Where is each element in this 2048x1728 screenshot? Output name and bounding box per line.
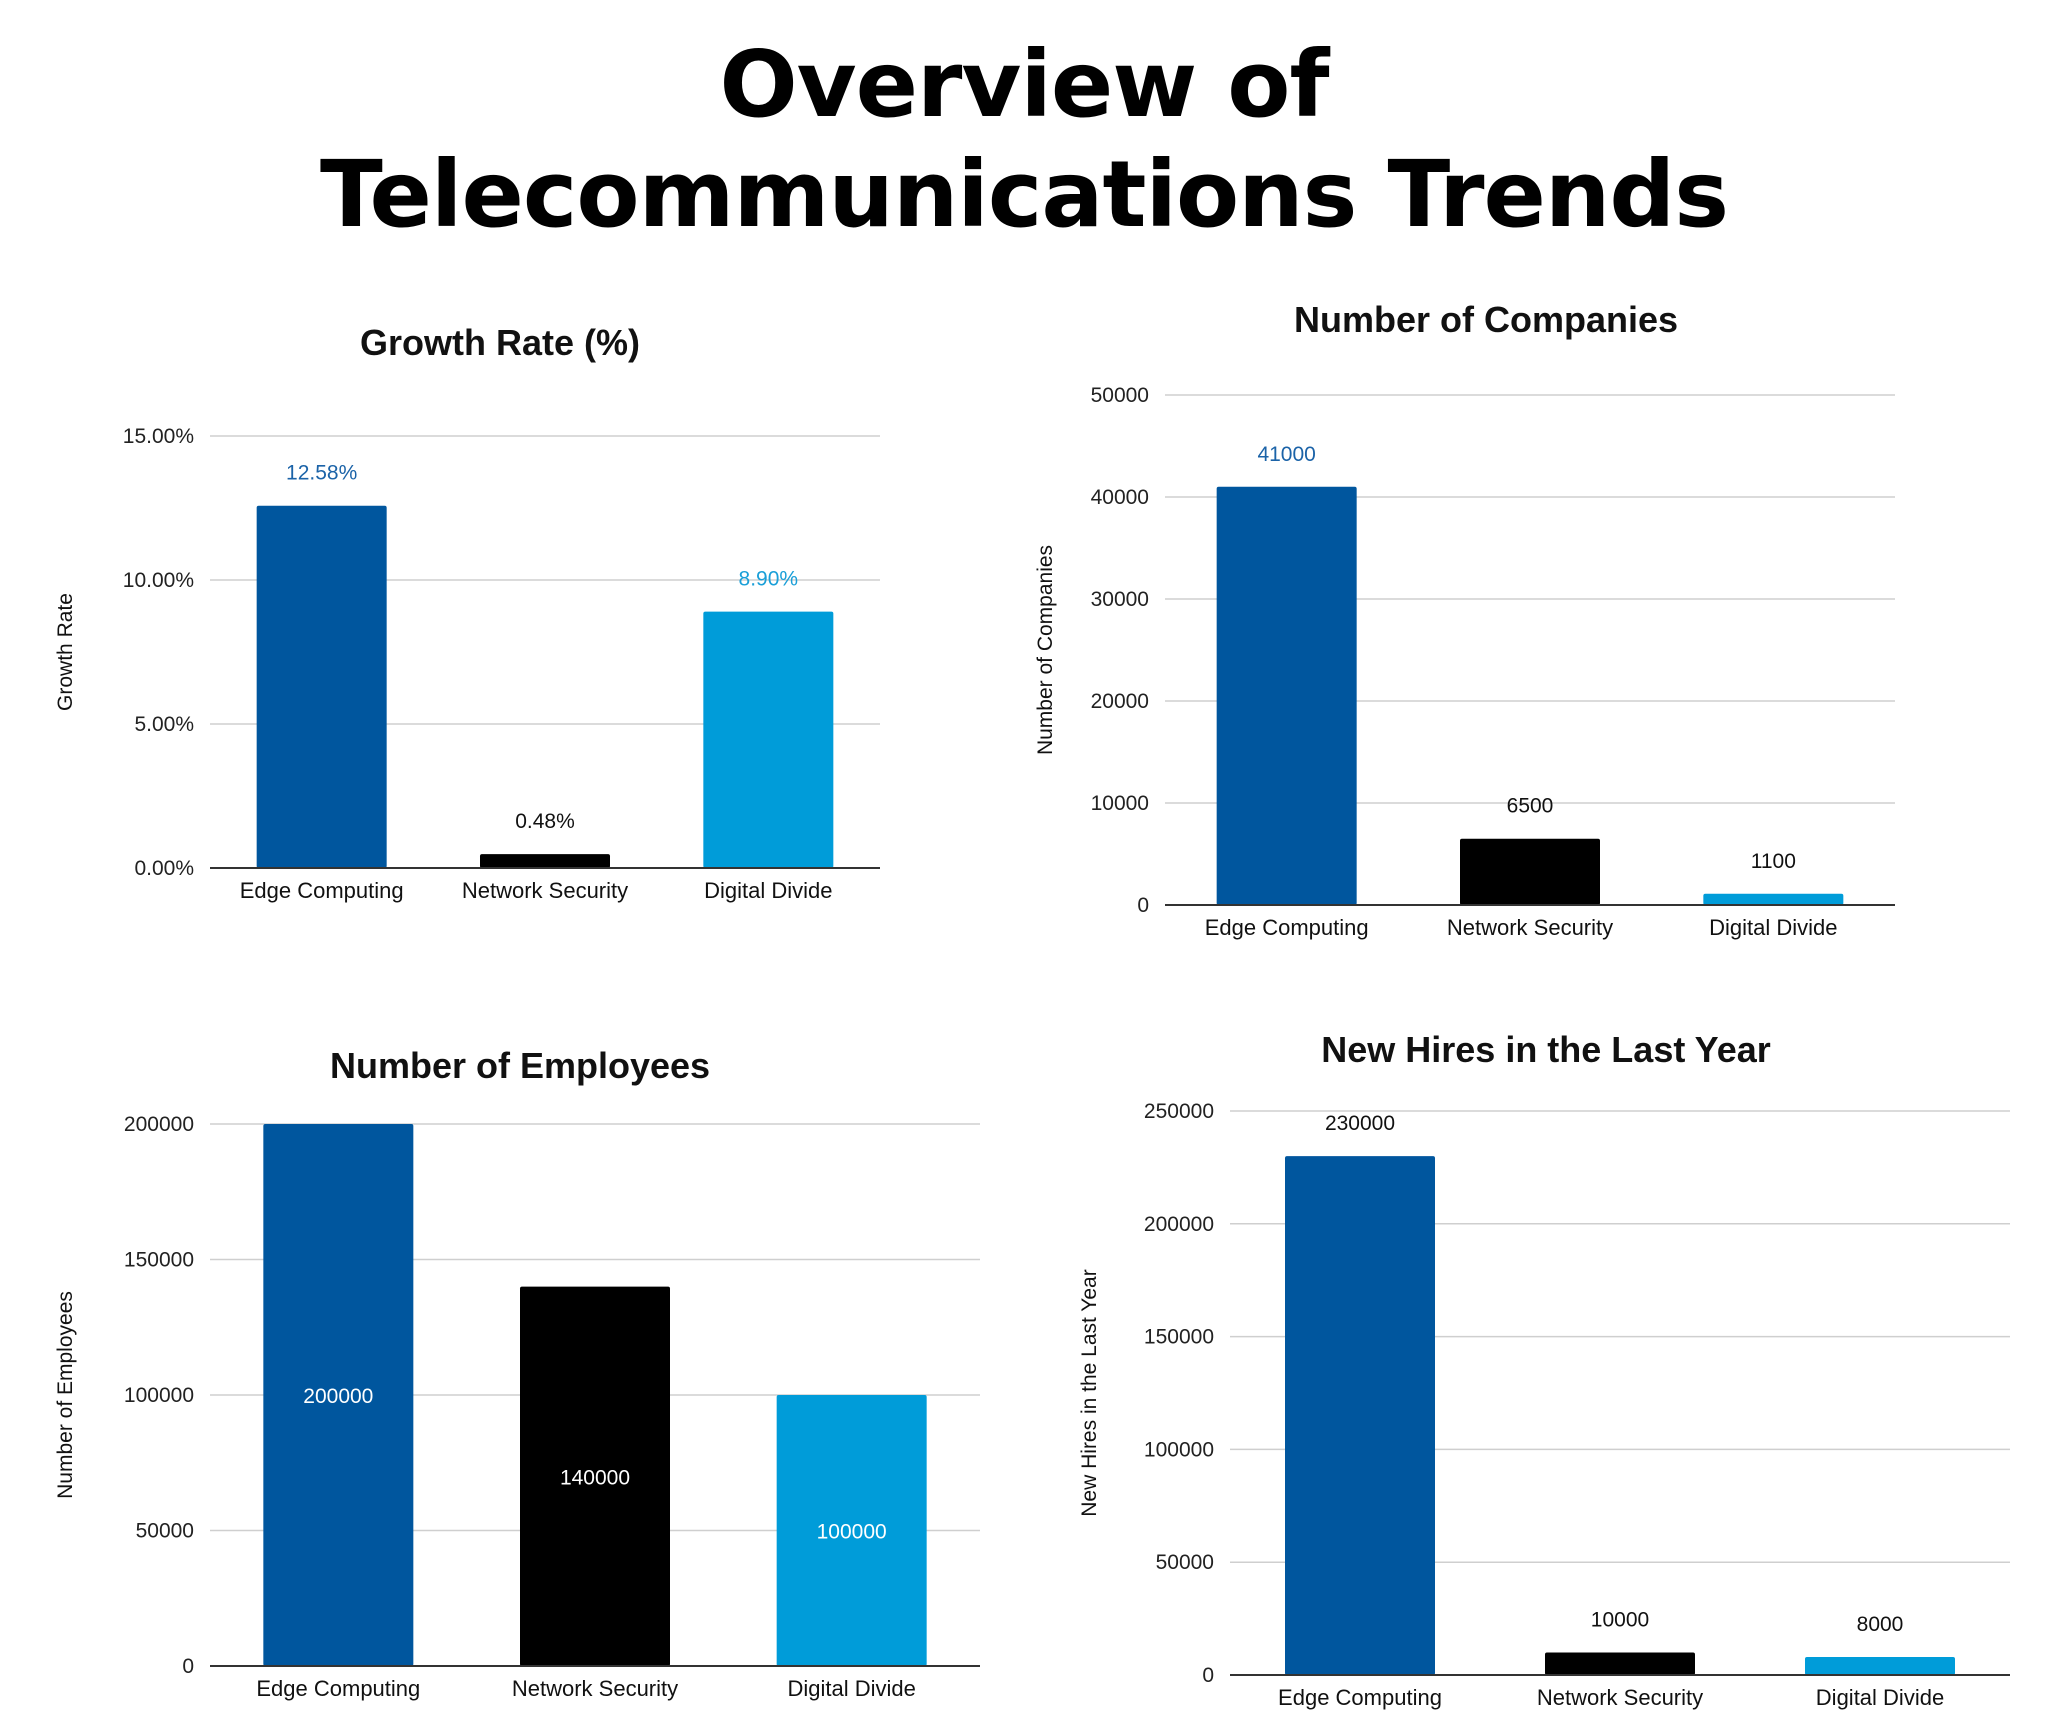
employees-y-tick-label: 200000 <box>124 1113 194 1136</box>
employees-bar-edge <box>263 1124 414 1666</box>
companies-bar-divide <box>1703 893 1844 905</box>
companies-y-tick-label: 30000 <box>1091 588 1149 611</box>
employees-y-tick-label: 50000 <box>136 1520 194 1543</box>
new-hires-data-label-network: 10000 <box>1591 1608 1649 1631</box>
new-hires-chart-title: New Hires in the Last Year <box>1321 1029 1771 1070</box>
employees-x-category-label: Edge Computing <box>256 1676 420 1701</box>
employees-y-tick-label: 150000 <box>124 1249 194 1272</box>
new-hires-x-category-label: Digital Divide <box>1816 1685 1944 1710</box>
companies-x-category-label: Digital Divide <box>1709 915 1837 940</box>
growth-rate-y-tick-label: 10.00% <box>123 569 194 592</box>
number-of-employees-chart: Number of Employees Number of Employees 0 5… <box>54 1045 980 1701</box>
employees-y-tick-label: 0 <box>182 1655 194 1678</box>
new-hires-y-axis-label: New Hires in the Last Year <box>1078 1269 1101 1516</box>
growth-rate-y-tick-label: 5.00% <box>134 713 194 736</box>
growth-rate-x-category-label: Digital Divide <box>704 878 832 903</box>
growth-rate-x-category-label: Network Security <box>462 878 628 903</box>
growth-rate-data-label-edge: 12.58% <box>286 462 357 485</box>
page-title-line-2: Telecommunications Trends <box>319 141 1729 248</box>
employees-y-tick-label: 100000 <box>124 1384 194 1407</box>
growth-rate-chart-title: Growth Rate (%) <box>360 322 640 363</box>
growth-rate-x-category-label: Edge Computing <box>240 878 404 903</box>
employees-y-axis-label: Number of Employees <box>54 1291 77 1499</box>
new-hires-bar-divide <box>1805 1656 1955 1675</box>
companies-y-tick-label: 20000 <box>1091 690 1149 713</box>
employees-data-label-edge: 200000 <box>303 1385 373 1408</box>
growth-rate-chart: Growth Rate (%) Growth Rate 0.00% 5.00% 10.0… <box>54 322 880 903</box>
companies-data-label-divide: 1100 <box>1751 850 1796 873</box>
companies-data-label-network: 6500 <box>1507 795 1554 818</box>
employees-bar-network <box>520 1286 670 1666</box>
new-hires-y-tick-label: 50000 <box>1156 1551 1214 1574</box>
companies-x-category-label: Edge Computing <box>1205 915 1369 940</box>
page-title: Overview of Telecommunications Trends <box>0 30 2048 250</box>
new-hires-x-category-label: Network Security <box>1537 1685 1703 1710</box>
growth-rate-bar-network <box>480 854 610 868</box>
employees-chart-title: Number of Employees <box>330 1045 710 1086</box>
new-hires-y-tick-label: 100000 <box>1144 1438 1214 1461</box>
employees-data-label-network: 140000 <box>560 1466 630 1489</box>
growth-rate-bar-edge <box>256 505 387 868</box>
growth-rate-y-tick-label: 15.00% <box>123 425 194 448</box>
growth-rate-y-axis-label: Growth Rate <box>54 593 77 711</box>
new-hires-y-tick-label: 200000 <box>1144 1213 1214 1236</box>
employees-x-category-label: Network Security <box>512 1676 678 1701</box>
companies-bar-network <box>1460 838 1600 905</box>
growth-rate-bar-divide <box>703 611 834 868</box>
companies-data-label-edge: 41000 <box>1257 443 1315 466</box>
growth-rate-data-label-network: 0.48% <box>515 810 575 833</box>
growth-rate-y-tick-label: 0.00% <box>134 857 194 880</box>
employees-x-category-label: Digital Divide <box>787 1676 915 1701</box>
companies-y-tick-label: 0 <box>1137 894 1149 917</box>
companies-y-axis-label: Number of Companies <box>1034 545 1057 755</box>
new-hires-bar-edge <box>1285 1156 1435 1675</box>
new-hires-x-category-label: Edge Computing <box>1278 1685 1442 1710</box>
page-title-line-1: Overview of <box>719 31 1329 138</box>
companies-y-tick-label: 40000 <box>1091 486 1149 509</box>
new-hires-y-tick-label: 150000 <box>1144 1326 1214 1349</box>
employees-bar-divide <box>776 1395 927 1666</box>
employees-data-label-divide: 100000 <box>817 1521 887 1544</box>
new-hires-y-tick-label: 250000 <box>1144 1100 1214 1123</box>
companies-chart-title: Number of Companies <box>1294 299 1678 340</box>
new-hires-data-label-divide: 8000 <box>1857 1613 1904 1636</box>
growth-rate-data-label-divide: 8.90% <box>739 568 799 591</box>
new-hires-bar-network <box>1545 1652 1695 1675</box>
companies-y-tick-label: 10000 <box>1091 792 1149 815</box>
new-hires-data-label-edge: 230000 <box>1325 1112 1395 1135</box>
companies-x-category-label: Network Security <box>1447 915 1613 940</box>
companies-y-tick-label: 50000 <box>1091 384 1149 407</box>
new-hires-y-tick-label: 0 <box>1202 1664 1214 1687</box>
number-of-companies-chart: Number of Companies Number of Companies 0 1… <box>1034 299 1895 940</box>
companies-bar-edge <box>1216 486 1357 905</box>
